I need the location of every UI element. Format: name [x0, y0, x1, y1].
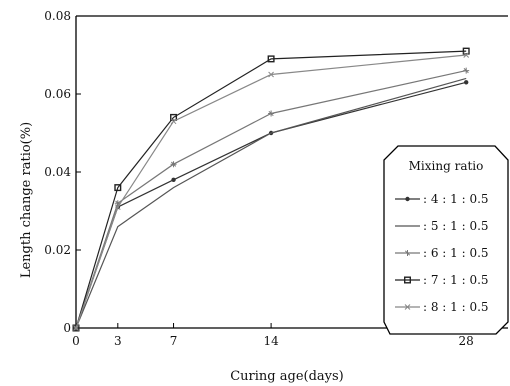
data-point	[114, 184, 122, 192]
series-5	[73, 52, 470, 331]
legend-label: : 6 : 1 : 0.5	[423, 246, 489, 260]
legend: Mixing ratio : 4 : 1 : 0.5 : 5 : 1 : 0.5:…	[383, 145, 509, 335]
data-point	[268, 71, 274, 78]
legend-item: : 5 : 1 : 0.5	[395, 219, 489, 233]
legend-marker	[405, 196, 410, 202]
data-point	[114, 204, 121, 210]
x-tick-label: 0	[72, 334, 80, 348]
data-point	[463, 67, 470, 74]
data-point	[463, 52, 470, 58]
legend-item: : 6 : 1 : 0.5	[395, 246, 489, 260]
x-axis-title: Curing age(days)	[230, 369, 344, 384]
legend-label: : 4 : 1 : 0.5	[423, 192, 489, 206]
series-layer	[72, 47, 470, 332]
series-2	[75, 77, 467, 329]
y-tick-label: 0.06	[44, 87, 71, 101]
x-tick-label: 28	[459, 334, 474, 348]
x-tick-label: 14	[263, 334, 279, 348]
y-tick-label: 0.08	[44, 9, 71, 23]
data-point	[268, 110, 275, 117]
x-ticks: 0 3 7 14 28	[72, 323, 474, 348]
x-tick-label: 7	[170, 334, 178, 348]
data-point	[171, 177, 176, 182]
legend-item: : 7 : 1 : 0.5	[395, 273, 489, 287]
series-line	[75, 77, 467, 329]
plot-area: 0 0.02 0.04 0.06 0.08 0 3 7 14 28	[44, 9, 508, 348]
data-point	[170, 113, 178, 121]
data-point	[73, 325, 79, 331]
legend-marker	[404, 250, 411, 256]
y-ticks: 0 0.02 0.04 0.06 0.08	[44, 9, 81, 335]
data-point	[170, 118, 177, 125]
legend-item: : 8 : 1 : 0.5	[395, 300, 489, 314]
legend-marker	[404, 276, 412, 284]
legend-item: : 4 : 1 : 0.5	[395, 192, 489, 206]
y-axis-title: Length change ratio(%)	[19, 122, 34, 278]
y-tick-label: 0	[63, 321, 71, 335]
legend-box	[383, 145, 509, 335]
legend-items: : 4 : 1 : 0.5 : 5 : 1 : 0.5 : 6 : 1 : 0.5:…	[395, 192, 489, 314]
data-point	[462, 47, 470, 55]
legend-title: Mixing ratio	[409, 159, 484, 173]
legend-label: : 8 : 1 : 0.5	[423, 300, 489, 314]
data-point	[267, 55, 275, 63]
data-point	[170, 161, 177, 168]
series-4	[72, 47, 470, 332]
y-tick-label: 0.04	[44, 165, 71, 179]
data-point	[463, 80, 469, 85]
legend-label: : 7 : 1 : 0.5	[423, 273, 489, 287]
y-tick-label: 0.02	[44, 243, 71, 257]
x-tick-label: 3	[114, 334, 122, 348]
legend-label: : 5 : 1 : 0.5	[423, 219, 489, 233]
data-point	[72, 324, 80, 332]
legend-marker	[404, 304, 411, 310]
series-line	[75, 50, 467, 329]
